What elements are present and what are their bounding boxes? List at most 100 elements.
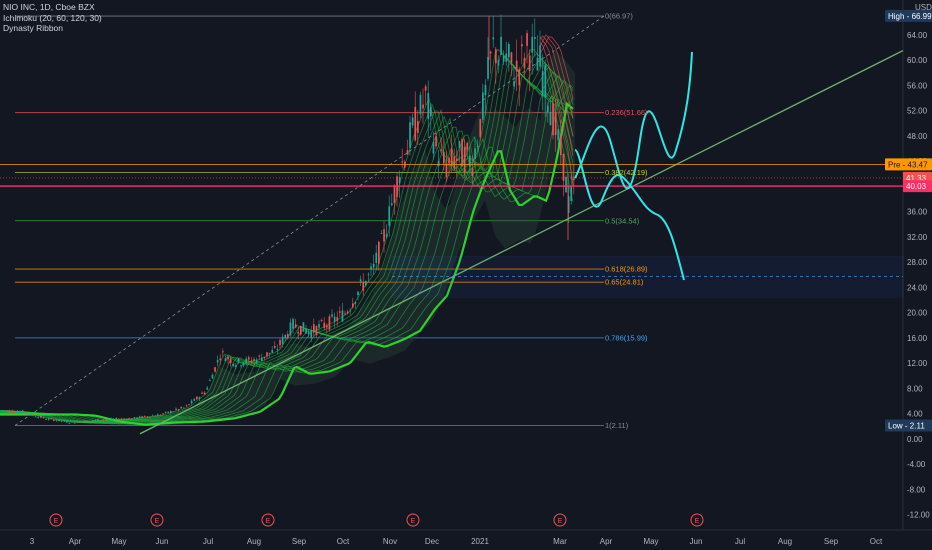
- candle-body: [287, 334, 289, 338]
- ribbon-line-bearish: [539, 36, 574, 100]
- candle-body: [248, 357, 250, 360]
- ichimoku-legend[interactable]: Ichimoku (20, 60, 120, 30): [3, 12, 102, 23]
- ribbon-line-bearish: [539, 35, 574, 136]
- candle-body: [539, 45, 541, 67]
- y-tick-label: -12.00: [907, 511, 930, 520]
- candle-body: [261, 357, 263, 361]
- x-tick-label: Jul: [735, 537, 745, 546]
- candle-body: [328, 316, 331, 330]
- candle-body: [484, 84, 487, 96]
- candle-body: [552, 102, 554, 136]
- fib-level-label: 0(66.97): [605, 12, 633, 21]
- candle-body: [573, 177, 575, 180]
- fibonacci-labels: 0(66.97) 0.236(51.66) 0.382(42.19) 0.5(34.5…: [605, 12, 648, 430]
- candle-body: [463, 146, 466, 173]
- candle-body: [380, 233, 383, 234]
- candle-body: [497, 59, 500, 66]
- candle-body: [164, 411, 167, 413]
- y-tick-label: -8.00: [907, 485, 926, 494]
- bullish-projection-path: [574, 51, 693, 190]
- y-tick-label: 8.00: [907, 384, 923, 393]
- candle-body: [271, 350, 274, 353]
- candle-body: [167, 411, 170, 413]
- candle-body: [354, 302, 357, 304]
- candle-body: [198, 397, 201, 399]
- candle-body: [206, 387, 209, 390]
- candle-body: [99, 420, 102, 422]
- x-tick-label: 2021: [471, 537, 489, 546]
- candle-body: [469, 155, 471, 167]
- earnings-marker-label: E: [411, 518, 416, 525]
- candle-body: [102, 419, 105, 421]
- candle-body: [362, 281, 365, 291]
- candle-body: [89, 420, 92, 422]
- candle-body: [528, 55, 531, 72]
- candle-body: [515, 60, 518, 72]
- candle-body: [185, 405, 188, 407]
- earnings-marker: [49, 513, 63, 527]
- candle-body: [440, 149, 443, 151]
- symbol-title[interactable]: NIO INC, 1D, Cboe BZX: [3, 2, 95, 12]
- candle-body: [250, 360, 253, 363]
- candle-body: [29, 413, 32, 416]
- candle-body: [63, 420, 66, 422]
- candle-body: [391, 203, 393, 206]
- earnings-marker-label: E: [54, 518, 59, 525]
- fib-level-label: 0.65(24.81): [605, 278, 644, 287]
- y-tick-label: 0.00: [907, 435, 923, 444]
- candle-body: [331, 314, 333, 317]
- ichimoku-cloud-area: [150, 50, 575, 427]
- price-badge-label: Low - 2.11: [888, 421, 925, 430]
- candle-body: [417, 121, 419, 133]
- candle-body: [570, 185, 573, 201]
- candle-body: [526, 33, 528, 46]
- candle-body: [411, 117, 414, 126]
- candle-body: [154, 415, 157, 417]
- candle-body: [71, 421, 73, 423]
- candle-body: [372, 263, 375, 268]
- time-axis: 3 Apr May Jun Jul Aug Sep Oct Nov Dec 2021 Mar Apr Ma…: [30, 537, 883, 546]
- y-tick-label: 56.00: [907, 81, 928, 90]
- ribbon-line: [0, 98, 574, 425]
- fib-level-label: 1(2.11): [605, 421, 629, 430]
- earnings-marker: [261, 513, 275, 527]
- candle-body: [253, 359, 255, 361]
- x-tick-label: Nov: [383, 537, 397, 546]
- candle-body: [157, 414, 159, 417]
- ribbon-line: [0, 74, 574, 424]
- candle-body: [521, 44, 523, 47]
- candle-body: [534, 37, 536, 39]
- candle-body: [450, 148, 453, 166]
- x-tick-label: 3: [30, 537, 35, 546]
- candle-body: [424, 86, 427, 91]
- candle-body: [237, 358, 240, 363]
- x-tick-label: Apr: [600, 537, 613, 546]
- candle-body: [76, 421, 79, 422]
- candle-body: [518, 69, 521, 86]
- candle-body: [461, 139, 463, 167]
- price-badge-label: Pre - 43.47: [888, 160, 928, 169]
- candle-body: [315, 326, 318, 336]
- price-axis: 64.0060.0056.0052.0048.0044.0040.0036.00…: [907, 3, 932, 520]
- fib-level-label: 0.382(42.19): [605, 168, 648, 177]
- candle-body: [240, 365, 242, 367]
- x-tick-label: Mar: [553, 537, 567, 546]
- candle-body: [443, 151, 445, 164]
- trend-lines: [0, 50, 904, 435]
- candle-body: [365, 281, 367, 286]
- candle-body: [170, 411, 172, 413]
- fib-level-label: 0.786(15.99): [605, 333, 648, 342]
- candle-body: [222, 351, 224, 353]
- earnings-marker-label: E: [695, 518, 700, 525]
- ribbon-legend[interactable]: Dynasty Ribbon: [3, 23, 64, 33]
- candle-body: [398, 177, 401, 184]
- candle-body: [120, 418, 123, 420]
- candle-body: [209, 380, 211, 382]
- x-tick-label: Aug: [247, 537, 261, 546]
- candle-body: [34, 416, 37, 418]
- candle-body: [435, 136, 437, 147]
- candle-body: [344, 313, 346, 315]
- candle-body: [401, 161, 404, 163]
